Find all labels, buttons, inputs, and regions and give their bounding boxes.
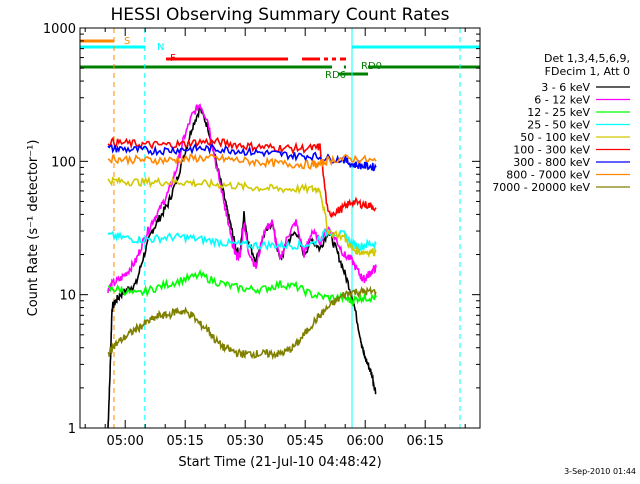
- y-tick-label-0: 1: [68, 422, 76, 437]
- status-bars: S NF RD0 RD6: [80, 36, 480, 81]
- legend-label-8: 7000 - 20000 keV: [492, 181, 590, 194]
- y-axis-label: Count Rate (s⁻¹ detector⁻¹): [26, 140, 41, 317]
- series-line-7: [107, 153, 377, 171]
- plot-axes: 1 10 100 1000 05:00 05:15 05:30 05:45 06:00 06:15: [43, 22, 481, 449]
- status-bar-f-segment-0: [166, 57, 288, 61]
- status-bar-rd0-segment-2: [368, 65, 480, 69]
- status-bar-s-segment-0: [80, 39, 114, 43]
- series-line-6: [107, 142, 377, 172]
- x-tick-label-3: 05:45: [286, 434, 323, 449]
- legend-label-7: 800 - 7000 keV: [506, 169, 590, 182]
- legend: Det 1,3,4,5,6,9,FDecim 1, Att 0 3 - 6 keV…: [492, 52, 630, 194]
- status-bar-n-segment-1: [352, 45, 480, 49]
- y-tick-label-1: 10: [59, 289, 76, 304]
- status-bar-rd0-segment-1: [344, 65, 346, 69]
- x-tick-label-2: 05:30: [226, 434, 263, 449]
- status-bar-n-segment-0: [80, 45, 145, 49]
- status-bar-f-segment-1: [302, 57, 320, 61]
- chart-title: HESSI Observing Summary Count Rates: [110, 5, 449, 25]
- status-label-rd6: RD6: [325, 70, 346, 81]
- legend-label-6: 300 - 800 keV: [513, 156, 590, 169]
- status-label-rd0: RD0: [361, 61, 382, 72]
- footer-timestamp: 3-Sep-2010 01:44: [564, 467, 636, 476]
- x-tick-label-5: 06:15: [406, 434, 443, 449]
- legend-label-4: 50 - 100 keV: [520, 131, 590, 144]
- chart-text: HESSI Observing Summary Count Rates Start…: [26, 5, 636, 476]
- series-line-1: [107, 103, 377, 293]
- series-line-8: [107, 285, 377, 361]
- series-line-5: [107, 136, 377, 219]
- legend-header-1: FDecim 1, Att 0: [545, 65, 630, 78]
- status-bar-f-segment-2: [324, 57, 328, 61]
- status-bar-f-segment-4: [340, 57, 346, 61]
- series-line-2: [107, 269, 377, 307]
- status-label-n: N: [157, 42, 164, 53]
- plot-frame: [79, 27, 481, 429]
- legend-label-1: 6 - 12 keV: [534, 94, 590, 107]
- legend-label-3: 25 - 50 keV: [527, 119, 590, 132]
- series-lines: [107, 103, 377, 428]
- x-tick-label-0: 05:00: [106, 434, 143, 449]
- legend-header-0: Det 1,3,4,5,6,9,: [544, 52, 630, 65]
- status-label-s: S: [124, 36, 130, 47]
- y-tick-label-2: 100: [51, 155, 76, 170]
- x-axis-label: Start Time (21-Jul-10 04:48:42): [178, 455, 381, 470]
- mode-vertical-lines: [113, 28, 461, 428]
- status-bar-rd0-segment-0: [80, 65, 332, 69]
- series-line-4: [107, 175, 377, 259]
- status-bar-rd6-segment-0: [338, 72, 368, 76]
- x-tick-label-1: 05:15: [166, 434, 203, 449]
- legend-label-0: 3 - 6 keV: [541, 81, 590, 94]
- status-bar-f-segment-3: [332, 57, 336, 61]
- y-tick-label-3: 1000: [43, 22, 76, 37]
- status-label-f: F: [170, 53, 176, 64]
- series-line-0: [107, 106, 377, 428]
- legend-label-5: 100 - 300 keV: [513, 144, 590, 157]
- x-tick-label-4: 06:00: [346, 434, 383, 449]
- legend-label-2: 12 - 25 keV: [527, 106, 590, 119]
